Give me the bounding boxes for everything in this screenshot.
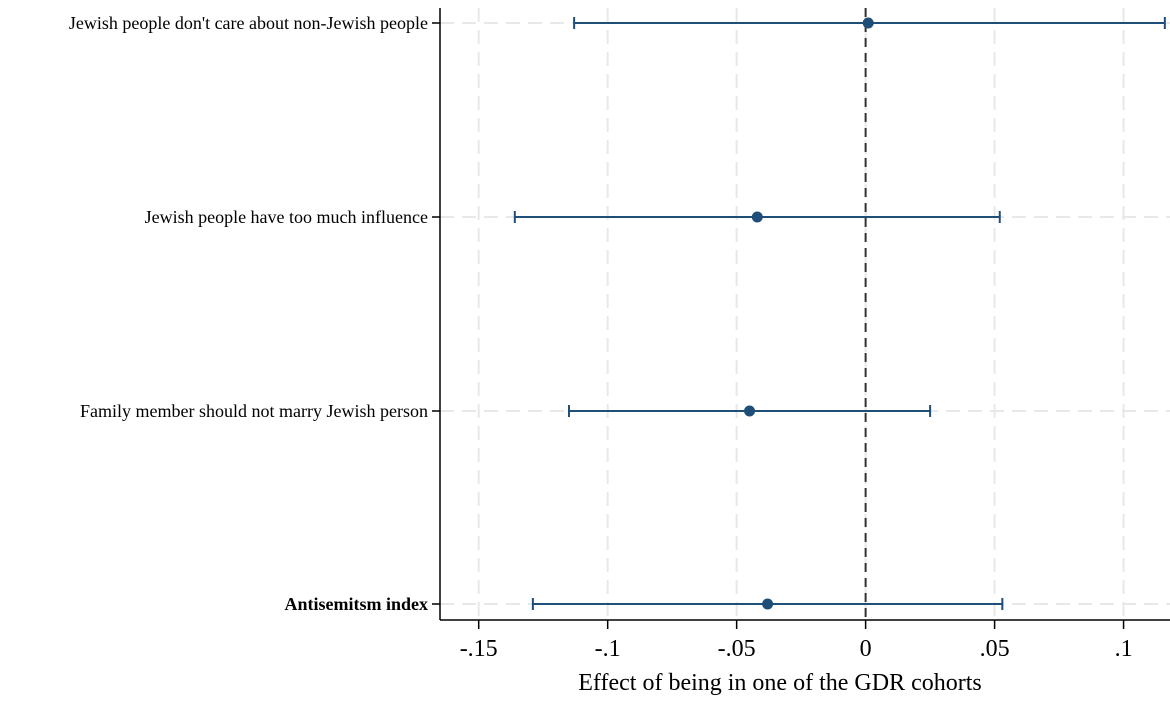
confidence-intervals: [513, 17, 1166, 610]
x-tick-label: .1: [1115, 636, 1133, 662]
x-tick-label: 0: [860, 636, 872, 662]
point-estimate: [751, 211, 763, 223]
x-axis-ticks: -.15 -.1 -.05 0 .05 .1: [460, 620, 1133, 662]
y-tick-label: Antisemitsm index: [285, 594, 429, 614]
x-tick-label: -.1: [595, 636, 621, 662]
y-tick-label: Jewish people have too much influence: [145, 207, 428, 227]
x-tick-label: .05: [980, 636, 1010, 662]
point-estimate: [862, 17, 874, 29]
y-axis-ticks: Jewish people don't care about non-Jewis…: [69, 13, 440, 614]
point-estimate: [762, 598, 774, 610]
y-tick-label: Jewish people don't care about non-Jewis…: [69, 13, 428, 33]
point-estimates: [744, 17, 874, 610]
x-axis-label: Effect of being in one of the GDR cohort…: [578, 670, 981, 696]
x-tick-label: -.15: [460, 636, 498, 662]
grid: [440, 8, 1170, 620]
point-estimate: [744, 405, 756, 417]
y-tick-label: Family member should not marry Jewish pe…: [80, 401, 428, 421]
x-tick-label: -.05: [718, 636, 756, 662]
